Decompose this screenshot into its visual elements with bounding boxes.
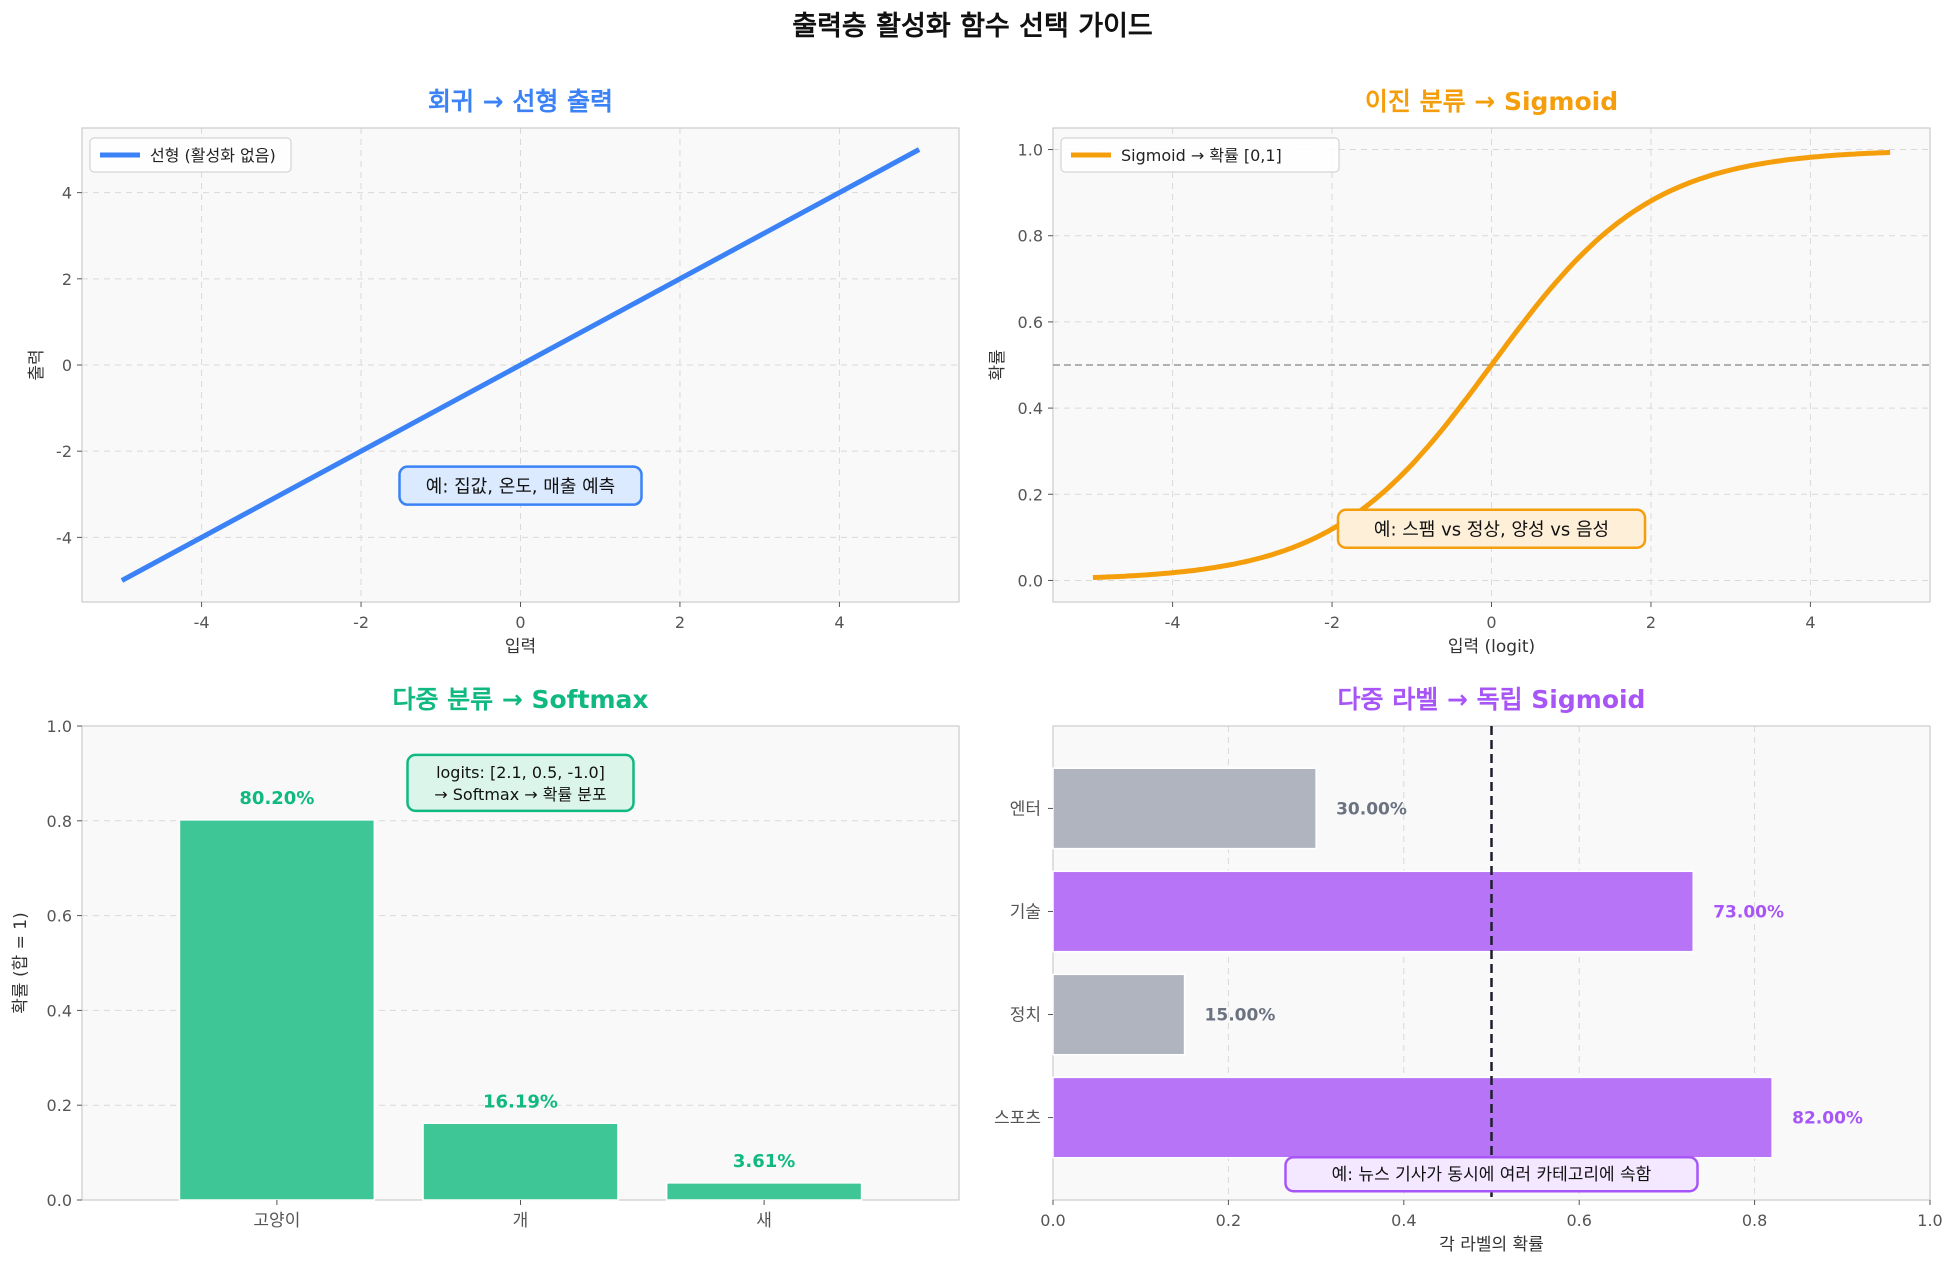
y-tick-label: 2 (62, 270, 72, 289)
y-tick-label: 0.0 (47, 1191, 72, 1210)
x-tick-label: 2 (675, 613, 685, 632)
bar-value-label: 16.19% (483, 1091, 558, 1112)
bar-value-label: 80.20% (239, 788, 314, 809)
bar (1052, 870, 1694, 953)
y-tick-label: 4 (62, 184, 72, 203)
x-tick-label: 1.0 (1917, 1211, 1942, 1230)
legend: Sigmoid → 확률 [0,1] (1060, 137, 1340, 173)
bar-value-label: 15.00% (1205, 1006, 1276, 1026)
y-tick-label: 0.6 (1018, 313, 1043, 332)
series-line (120, 147, 921, 583)
chart-panel-2: 이진 분류 → Sigmoid -4 -2 0 2 4 0.0 0.2 0.4 0.6 0.8 1.0… (988, 87, 1931, 657)
x-tick-label: 0.6 (1566, 1211, 1591, 1230)
annotation: logits: [2.1, 0.5, -1.0] → Softmax → 확률 분… (406, 753, 635, 813)
legend: 선형 (활성화 없음) (89, 137, 292, 173)
bar (422, 1122, 619, 1201)
annotation-text: 예: 뉴스 기사가 동시에 여러 카테고리에 속함 (1332, 1165, 1652, 1185)
x-axis-label: 입력 (505, 637, 536, 657)
y-tick-label: 0.0 (1018, 571, 1043, 590)
x-tick-label: 0 (515, 613, 525, 632)
y-tick-label: -4 (56, 528, 72, 547)
annotation: 예: 스팸 vs 정상, 양성 vs 음성 (1336, 508, 1647, 549)
x-tick-label: 4 (1805, 613, 1815, 632)
y-tick-label: 1.0 (47, 717, 72, 736)
annotation-text: → Softmax → 확률 분포 (434, 785, 606, 804)
x-tick-label: 0 (1486, 613, 1496, 632)
annotation-box (398, 465, 643, 506)
x-tick-label: -2 (353, 613, 369, 632)
panel-title: 다중 분류 → Softmax (392, 685, 648, 714)
annotation: 예: 뉴스 기사가 동시에 여러 카테고리에 속함 (1284, 1155, 1699, 1193)
bar (1052, 1076, 1773, 1159)
x-axis-label: 각 라벨의 확률 (1439, 1235, 1544, 1255)
annotation-box (1284, 1155, 1699, 1193)
y-tick-label: 0.2 (1018, 485, 1043, 504)
x-tick-label: 2 (1646, 613, 1656, 632)
panel-title: 다중 라벨 → 독립 Sigmoid (1338, 685, 1646, 714)
bar-value-label: 73.00% (1713, 902, 1784, 922)
y-tick-label: 0.2 (47, 1096, 72, 1115)
x-tick-label: -4 (1165, 613, 1181, 632)
chart-panel-1: 회귀 → 선형 출력 -4 -2 0 2 4 -4 -2 0 2 4 입력 출력 선형 (활성화 없음) 예… (27, 87, 960, 657)
chart-panel-3: 다중 분류 → Softmax 0.0 0.2 0.4 0.6 0.8 1.0 확률 (합 =… (11, 685, 960, 1231)
x-tick-label: 0.8 (1742, 1211, 1767, 1230)
x-tick-label: 고양이 (253, 1211, 300, 1231)
legend-label: 선형 (활성화 없음) (150, 146, 276, 165)
annotation-box (406, 753, 635, 813)
bar-value-label: 30.00% (1336, 799, 1407, 819)
panel-title: 회귀 → 선형 출력 (428, 87, 613, 116)
x-tick-label: 4 (834, 613, 844, 632)
y-axis-label: 확률 (988, 349, 1008, 380)
y-tick-label: 0.8 (47, 812, 72, 831)
bar (665, 1182, 863, 1201)
x-tick-label: 새 (756, 1211, 772, 1231)
x-tick-label: -2 (1324, 613, 1340, 632)
x-axis-label: 입력 (logit) (1448, 637, 1535, 657)
legend-box (1060, 137, 1340, 173)
y-tick-label: 0.8 (1018, 227, 1043, 246)
panel-title: 이진 분류 → Sigmoid (1365, 87, 1618, 116)
chart-panel-4: 다중 라벨 → 독립 Sigmoid 0.0 0.2 0.4 0.6 0.8 1.0 각 라벨… (994, 685, 1943, 1255)
bar (178, 819, 376, 1201)
y-tick-label: 기술 (1010, 902, 1041, 922)
y-axis-label: 확률 (합 = 1) (11, 912, 31, 1013)
y-tick-label: 0 (62, 356, 72, 375)
legend-label: Sigmoid → 확률 [0,1] (1121, 146, 1282, 165)
bar (1052, 973, 1186, 1056)
x-tick-label: 0.0 (1040, 1211, 1065, 1230)
y-tick-label: 0.4 (1018, 399, 1043, 418)
y-tick-label: 1.0 (1018, 141, 1043, 160)
annotation-box (1336, 508, 1647, 549)
x-tick-label: 0.4 (1391, 1211, 1416, 1230)
bar (1052, 767, 1317, 850)
y-tick-label: 엔터 (1010, 799, 1041, 819)
y-axis-label: 출력 (27, 349, 47, 380)
annotation-text: 예: 집값, 온도, 매출 예측 (426, 477, 615, 498)
y-tick-label: -2 (56, 442, 72, 461)
legend-box (89, 137, 292, 173)
y-tick-label: 정치 (1010, 1006, 1041, 1026)
bar-value-label: 3.61% (733, 1151, 795, 1172)
y-tick-label: 0.6 (47, 907, 72, 926)
annotation: 예: 집값, 온도, 매출 예측 (398, 465, 643, 506)
annotation-text: 예: 스팸 vs 정상, 양성 vs 음성 (1374, 520, 1609, 541)
x-tick-label: 개 (513, 1211, 529, 1231)
series-line (1092, 149, 1891, 581)
y-tick-label: 0.4 (47, 1001, 72, 1020)
y-tick-label: 스포츠 (994, 1109, 1041, 1129)
x-tick-label: -4 (194, 613, 210, 632)
annotation-text: logits: [2.1, 0.5, -1.0] (436, 763, 605, 782)
figure-title: 출력층 활성화 함수 선택 가이드 (792, 11, 1153, 42)
bar-value-label: 82.00% (1792, 1109, 1863, 1129)
x-tick-label: 0.2 (1216, 1211, 1241, 1230)
